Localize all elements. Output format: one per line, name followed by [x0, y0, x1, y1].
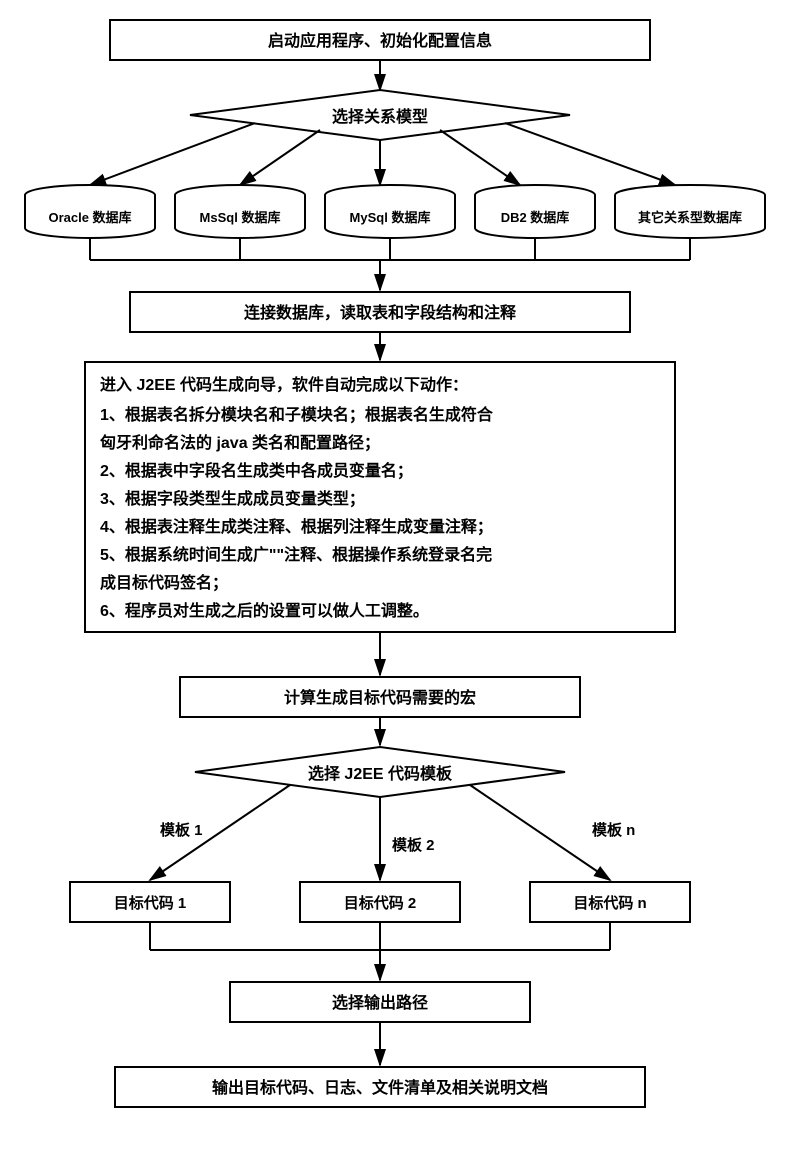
calc-text: 计算生成目标代码需要的宏 [284, 688, 476, 707]
tpl-label-1: 模板 1 [160, 821, 203, 839]
start-text: 启动应用程序、初始化配置信息 [268, 31, 492, 50]
db-other: 其它关系型数据库 [615, 185, 765, 238]
wizard-item-4: 4、根据表注释生成类注释、根据列注释生成变量注释； [100, 517, 493, 536]
wizard-item-5b: 成目标代码签名； [100, 573, 228, 592]
tpl-label-2: 模板 2 [392, 836, 435, 854]
output-text: 输出目标代码、日志、文件清单及相关说明文档 [212, 1078, 548, 1097]
svg-text:Oracle 数据库: Oracle 数据库 [48, 210, 131, 225]
target1-text: 目标代码 1 [114, 894, 187, 912]
target3-text: 目标代码 n [573, 894, 646, 912]
svg-text:MsSql 数据库: MsSql 数据库 [200, 210, 281, 225]
db-mysql: MySql 数据库 [325, 185, 455, 238]
wizard-item-3: 3、根据字段类型生成成员变量类型； [100, 489, 365, 508]
wizard-item-2: 2、根据表中字段名生成类中各成员变量名； [100, 461, 413, 480]
select-template-text: 选择 J2EE 代码模板 [308, 764, 453, 783]
db-db2: DB2 数据库 [475, 185, 595, 238]
db-oracle: Oracle 数据库 [25, 185, 155, 238]
svg-text:MySql 数据库: MySql 数据库 [350, 210, 431, 225]
svg-text:DB2 数据库: DB2 数据库 [501, 210, 570, 225]
db-mssql: MsSql 数据库 [175, 185, 305, 238]
wizard-intro: 进入 J2EE 代码生成向导，软件自动完成以下动作： [100, 375, 468, 394]
wizard-item-5: 5、根据系统时间生成广""注释、根据操作系统登录名完 [100, 545, 492, 564]
target2-text: 目标代码 2 [344, 894, 417, 912]
wizard-item-1b: 匈牙利命名法的 java 类名和配置路径； [99, 433, 380, 452]
connect-text: 连接数据库，读取表和字段结构和注释 [244, 303, 517, 322]
wizard-item-1: 1、根据表名拆分模块名和子模块名；根据表名生成符合 [100, 405, 494, 424]
svg-text:其它关系型数据库: 其它关系型数据库 [638, 210, 742, 225]
tpl-label-n: 模板 n [592, 821, 635, 839]
flowchart-diagram: 启动应用程序、初始化配置信息 选择关系模型 Oracle 数据库 MsSql 数… [10, 10, 790, 1160]
wizard-item-6: 6、程序员对生成之后的设置可以做人工调整。 [100, 601, 429, 620]
select-model-text: 选择关系模型 [332, 107, 428, 126]
select-output-text: 选择输出路径 [332, 993, 428, 1012]
